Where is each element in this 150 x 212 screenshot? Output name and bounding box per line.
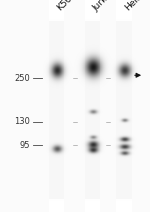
Text: 250: 250 <box>14 74 30 83</box>
Text: 95: 95 <box>20 141 30 150</box>
Text: Hela: Hela <box>123 0 144 13</box>
Text: 130: 130 <box>14 117 30 126</box>
Text: K562: K562 <box>56 0 78 13</box>
Text: Jurkat: Jurkat <box>92 0 117 13</box>
